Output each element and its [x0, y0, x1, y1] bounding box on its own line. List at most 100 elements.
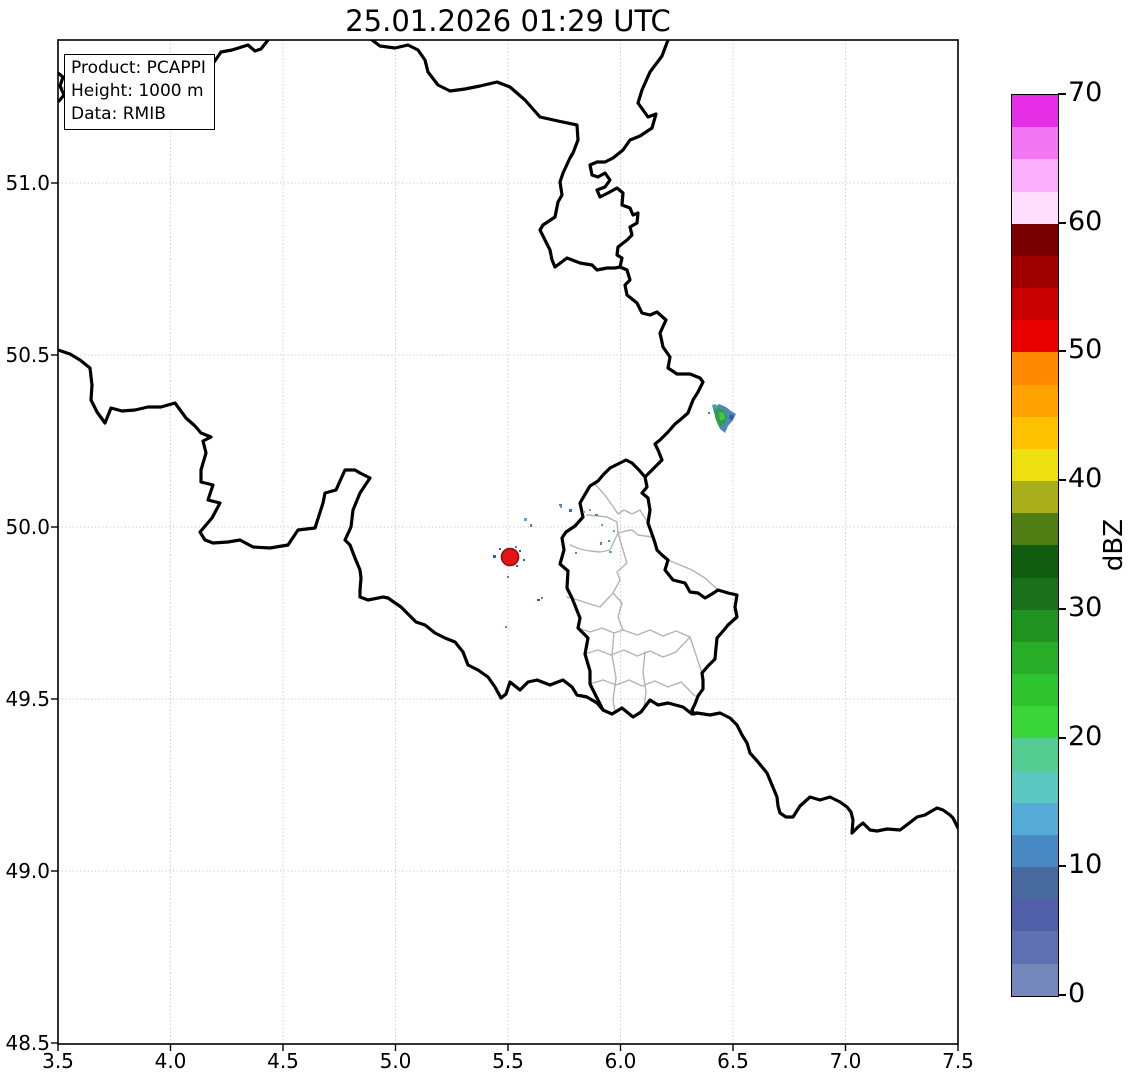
colorbar-segment [1012, 384, 1058, 417]
colorbar-segment [1012, 577, 1058, 610]
x-tick-label: 6.5 [717, 1049, 749, 1073]
colorbar-tick-label: 10 [1068, 849, 1103, 881]
y-tick-label: 50.5 [5, 343, 50, 367]
colorbar-tick-mark [1058, 994, 1066, 996]
precip-speck [595, 514, 598, 516]
precip-cell [719, 412, 725, 421]
x-tick-label: 5.5 [492, 1049, 524, 1073]
precip-speck [608, 540, 610, 542]
colorbar-tick-label: 30 [1068, 591, 1103, 623]
plot-title: 25.01.2026 01:29 UTC [345, 4, 671, 38]
precip-speck [613, 530, 615, 532]
radar-echoes [493, 404, 736, 628]
graticule-gridlines [58, 40, 958, 1044]
colorbar-segment [1012, 963, 1058, 996]
axis-tick-marks [51, 182, 959, 1051]
colorbar-segment [1012, 738, 1058, 771]
colorbar-segment [1012, 159, 1058, 192]
precip-speck [569, 509, 572, 512]
colorbar-segment [1012, 255, 1058, 289]
precip-speck [530, 524, 532, 527]
y-tick-label: 49.5 [5, 687, 50, 711]
precip-speck [559, 504, 562, 506]
colorbar-segment [1012, 95, 1058, 128]
x-tick-label: 4.0 [154, 1049, 187, 1073]
colorbar-tick-mark [1058, 479, 1066, 482]
colorbar [1011, 94, 1059, 997]
colorbar-segment [1012, 899, 1058, 932]
precip-speck [493, 555, 496, 558]
country-borders [58, 40, 958, 835]
colorbar-segment [1012, 223, 1058, 256]
colorbar-tick-mark [1058, 93, 1066, 95]
colorbar-segment [1012, 288, 1058, 321]
colorbar-tick-label: 20 [1068, 720, 1103, 752]
colorbar-tick-mark [1058, 607, 1066, 610]
precip-speck [589, 509, 591, 511]
precip-speck [537, 599, 540, 601]
info-data-source: Data: RMIB [71, 104, 166, 124]
colorbar-segment [1012, 320, 1058, 353]
colorbar-segment [1012, 513, 1058, 546]
colorbar-segment [1012, 481, 1058, 514]
colorbar-tick-label: 70 [1068, 77, 1103, 108]
precip-speck [600, 542, 602, 545]
precip-speck [583, 511, 585, 513]
y-tick-label: 48.5 [5, 1031, 50, 1055]
precip-speck [519, 550, 521, 552]
y-tick-label: 50.0 [5, 515, 50, 539]
info-product: Product: PCAPPI [71, 58, 206, 78]
colorbar-segment [1012, 191, 1058, 224]
precip-speck [609, 551, 612, 553]
colorbar-segment [1012, 931, 1058, 964]
x-tick-label: 6.0 [604, 1049, 637, 1073]
info-box: Product: PCAPPI Height: 1000 m Data: RMI… [64, 54, 215, 130]
colorbar-segment [1012, 609, 1058, 642]
colorbar-axis-label: dBZ [1099, 518, 1129, 572]
precip-cell [729, 414, 734, 421]
precip-cell [712, 404, 717, 409]
precip-speck [515, 546, 517, 548]
y-tick-label: 49.0 [5, 859, 50, 883]
colorbar-segment [1012, 545, 1058, 578]
colorbar-segment [1012, 706, 1058, 739]
colorbar-segment [1012, 352, 1058, 385]
colorbar-tick-mark [1058, 221, 1066, 224]
colorbar-tick-label: 0 [1068, 978, 1086, 1009]
precip-speck [505, 626, 507, 628]
colorbar-segment [1012, 867, 1058, 900]
precip-speck [560, 506, 562, 508]
y-tick-label: 51.0 [5, 171, 50, 195]
colorbar-segment [1012, 448, 1058, 482]
x-tick-label: 4.5 [267, 1049, 299, 1073]
colorbar-segment [1012, 770, 1058, 803]
precip-speck [575, 552, 577, 554]
precip-speck [516, 565, 518, 567]
colorbar-segment [1012, 802, 1058, 835]
colorbar-segment [1012, 127, 1058, 160]
colorbar-tick-mark [1058, 350, 1066, 353]
x-tick-label: 3.5 [42, 1049, 74, 1073]
colorbar-segment [1012, 834, 1058, 868]
precip-speck [541, 597, 543, 599]
colorbar-segment [1012, 641, 1058, 675]
precip-speck [507, 576, 509, 578]
plot-frame [57, 39, 959, 1045]
info-height: Height: 1000 m [71, 81, 204, 101]
precip-speck [499, 548, 501, 550]
plot-content [58, 40, 958, 1044]
precip-speck [524, 518, 527, 521]
x-tick-label: 7.5 [942, 1049, 974, 1073]
precip-speck [523, 559, 525, 561]
colorbar-tick-label: 40 [1068, 463, 1103, 495]
colorbar-segment [1012, 674, 1058, 707]
colorbar-segment [1012, 416, 1058, 449]
precip-speck [708, 412, 710, 414]
radar-artifact-dot [500, 547, 520, 567]
colorbar-tick-mark [1058, 736, 1066, 739]
x-tick-label: 5.0 [379, 1049, 412, 1073]
x-tick-label: 7.0 [829, 1049, 862, 1073]
colorbar-tick-label: 60 [1068, 205, 1103, 237]
